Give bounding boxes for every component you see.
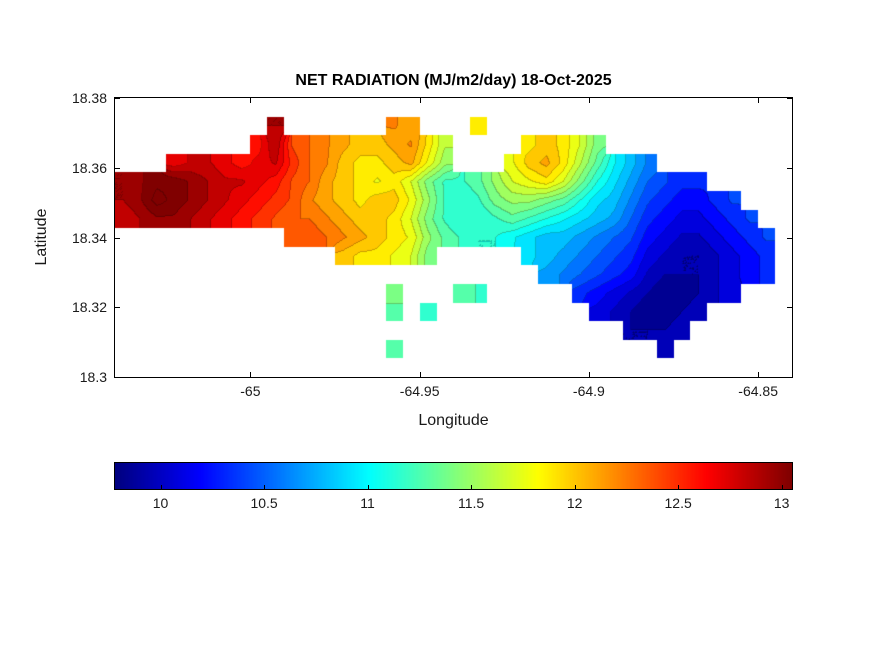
colorbar-tick-mark xyxy=(678,485,680,489)
colorbar-tick-label: 10.5 xyxy=(250,495,278,511)
colorbar-tick-label: 12 xyxy=(566,495,583,511)
y-axis-label: Latitude xyxy=(33,208,50,266)
x-tick-mark xyxy=(758,98,760,103)
y-tick-label: 18.32 xyxy=(71,299,107,316)
y-tick-label: 18.3 xyxy=(79,369,107,385)
x-tick-mark xyxy=(250,98,252,103)
y-tick-mark xyxy=(787,377,792,378)
plot-area: -65 -64.95 -64.9 -64.85 18.3 18.32 18.34 18.36… xyxy=(72,90,793,399)
y-tick-label: 18.36 xyxy=(71,159,107,176)
x-tick-mark xyxy=(588,98,590,103)
colorbar-tick-label: 12.5 xyxy=(664,495,692,511)
y-tick-mark xyxy=(115,377,120,378)
y-tick-mark xyxy=(787,98,792,99)
heatmap-canvas xyxy=(115,98,792,377)
y-tick-label: 18.34 xyxy=(71,229,107,246)
x-tick-label: -64.9 xyxy=(572,383,605,399)
x-tick-mark xyxy=(250,372,252,377)
chart-title: NET RADIATION (MJ/m2/day) 18-Oct-2025 xyxy=(295,72,612,89)
x-tick-label: -64.85 xyxy=(738,383,778,399)
colorbar-tick-label: 13 xyxy=(773,495,790,511)
colorbar-canvas xyxy=(115,463,792,489)
y-tick-mark xyxy=(787,167,792,169)
x-axis-label: Longitude xyxy=(418,412,489,429)
x-tick-mark xyxy=(758,372,760,377)
x-tick-label: -65 xyxy=(240,383,261,399)
colorbar-tick-mark xyxy=(160,485,162,489)
y-tick-mark xyxy=(115,237,120,239)
colorbar-tick-mark xyxy=(264,485,266,489)
x-tick-mark xyxy=(419,372,421,377)
colorbar-tick-mark xyxy=(781,485,783,489)
y-tick-mark xyxy=(115,167,120,169)
x-tick-mark xyxy=(588,372,590,377)
x-tick-label: -64.95 xyxy=(399,383,440,399)
y-tick-label: 18.38 xyxy=(71,90,107,106)
y-tick-mark xyxy=(787,307,792,309)
colorbar: 10 10.5 11 11.5 12 12.5 13 xyxy=(114,462,793,511)
colorbar-tick-label: 11.5 xyxy=(457,495,485,511)
colorbar-tick-label: 10 xyxy=(152,495,169,511)
y-tick-mark xyxy=(115,307,120,309)
y-tick-mark xyxy=(787,237,792,239)
colorbar-tick-mark xyxy=(471,485,473,489)
y-tick-mark xyxy=(115,98,120,99)
colorbar-tick-mark xyxy=(367,485,369,489)
colorbar-tick-label: 11 xyxy=(360,495,375,511)
x-tick-mark xyxy=(419,98,421,103)
colorbar-tick-mark xyxy=(574,485,576,489)
